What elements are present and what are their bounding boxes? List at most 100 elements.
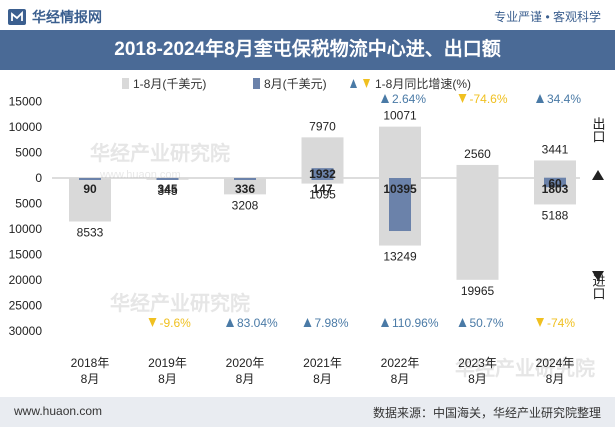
label-month-import: 147 — [312, 182, 332, 196]
growth-import-label: 50.7% — [470, 316, 504, 330]
logo: 华经情报网 — [8, 7, 102, 27]
y-axis: 15000 10000 5000 0 5000 10000 15000 20000 25000 3… — [9, 95, 580, 338]
x-tick-label-year: 2020年 — [226, 356, 265, 370]
growth-down-triangle-icon — [458, 94, 467, 103]
x-tick-label-year: 2021年 — [303, 356, 342, 370]
bar-cumulative-import — [69, 178, 111, 222]
label-cumulative-import: 13249 — [383, 250, 417, 264]
bar-month-import — [234, 178, 256, 180]
label-cumulative-export: 7970 — [309, 119, 336, 133]
legend-label-cumulative: 1-8月(千美元) — [133, 77, 206, 91]
x-tick-label-month: 8月 — [313, 372, 332, 386]
bar-month-import — [156, 178, 179, 180]
bars — [69, 126, 576, 280]
legend-up-triangle-icon — [350, 79, 357, 88]
label-cumulative-export: 10071 — [383, 109, 417, 123]
y-tick-label: 0 — [35, 171, 42, 185]
growth-down-triangle-icon — [536, 318, 544, 327]
watermark-text: 华经产业研究院 — [455, 356, 595, 380]
x-tick-label-year: 2018年 — [71, 356, 110, 370]
tagline: 专业严谨 • 客观科学 — [494, 10, 601, 24]
title-bar: 2018-2024年8月奎屯保税物流中心进、出口额 — [0, 30, 615, 70]
y-tick-label: 5000 — [15, 197, 42, 211]
x-tick-label-month: 8月 — [391, 372, 410, 386]
growth-import-label: -9.6% — [160, 316, 192, 330]
bar-cumulative-export — [534, 160, 576, 178]
legend-swatch-month — [253, 78, 260, 89]
legend-swatch-cumulative — [122, 78, 129, 89]
footer: www.huaon.com 数据来源：中国海关，华经产业研究院整理 — [0, 397, 615, 427]
bar-month-import — [544, 178, 566, 188]
legend-label-growth: 1-8月同比增速(%) — [375, 77, 471, 91]
top-bar: 华经情报网 专业严谨 • 客观科学 — [0, 0, 615, 30]
y-tick-label: 10000 — [9, 222, 43, 236]
y-tick-label: 5000 — [15, 146, 42, 160]
y-tick-label: 10000 — [9, 120, 43, 134]
x-tick-label-month: 8月 — [468, 372, 487, 386]
x-axis-labels: 2018年 8月 2019年 8月 2020年 8月 2021年 8月 2022年 8月 2023年… — [71, 356, 575, 386]
import-side-label: 进口 — [591, 274, 606, 300]
footer-site: www.huaon.com — [14, 404, 103, 418]
import-arrow-icon — [592, 271, 604, 281]
legend-label-month: 8月(千美元) — [264, 77, 327, 91]
side-labels: 出口 进口 — [591, 117, 606, 300]
legend-down-triangle-icon — [363, 79, 370, 88]
growth-up-triangle-icon — [226, 318, 234, 327]
label-cumulative-import: 345 — [157, 184, 177, 198]
label-month-import: 1803 — [542, 182, 569, 196]
growth-export-label: 2.64% — [392, 92, 426, 106]
bar-cumulative-export — [379, 126, 421, 178]
legend: 1-8月(千美元) 8月(千美元) 1-8月同比增速(%) — [122, 77, 471, 91]
y-tick-label: 15000 — [9, 95, 43, 109]
growth-import-label: 110.96% — [392, 316, 439, 330]
bar-month-import — [389, 178, 411, 232]
growth-up-triangle-icon — [381, 318, 389, 327]
label-cumulative-import: 3208 — [232, 198, 259, 212]
growth-labels: -9.6% 83.04% 7.98% 2.64% 110.96% -74.6% 50.7% 3… — [148, 92, 581, 330]
label-cumulative-export: 2560 — [464, 147, 491, 161]
y-tick-label: 15000 — [9, 248, 43, 262]
growth-export-label: 34.4% — [547, 92, 581, 106]
growth-up-triangle-icon — [303, 318, 312, 327]
x-tick-label-year: 2022年 — [381, 356, 420, 370]
bar-month-import — [311, 178, 334, 180]
growth-import-label: 83.04% — [237, 316, 278, 330]
y-tick-label: 30000 — [9, 324, 43, 338]
label-cumulative-import: 5188 — [542, 208, 569, 222]
label-cumulative-import: 8533 — [77, 226, 104, 240]
bar-month-export — [311, 168, 334, 178]
growth-up-triangle-icon — [536, 94, 544, 103]
label-cumulative-import: 19965 — [461, 284, 495, 298]
bar-cumulative-import — [456, 178, 499, 280]
bar-cumulative-import — [224, 178, 266, 195]
label-month-import: 345 — [157, 182, 177, 196]
label-month-export: 1932 — [309, 167, 336, 181]
huajing-logo-icon — [8, 9, 26, 25]
growth-export-label: -74.6% — [470, 92, 508, 106]
growth-up-triangle-icon — [458, 318, 467, 327]
label-month-import: 336 — [235, 182, 255, 196]
label-cumulative-import: 1095 — [309, 188, 336, 202]
x-tick-label-month: 8月 — [81, 372, 100, 386]
x-tick-label-month: 8月 — [236, 372, 255, 386]
x-tick-label-year: 2024年 — [536, 356, 575, 370]
growth-up-triangle-icon — [381, 94, 389, 103]
footer-source: 数据来源：中国海关，华经产业研究院整理 — [372, 406, 601, 420]
bar-month-import — [79, 178, 101, 180]
x-tick-label-month: 8月 — [546, 372, 565, 386]
growth-import-label: 7.98% — [315, 316, 349, 330]
label-month-import: 10395 — [383, 182, 417, 196]
export-side-label: 出口 — [591, 117, 606, 143]
label-cumulative-export: 3441 — [542, 142, 569, 156]
chart-title: 2018-2024年8月奎屯保税物流中心进、出口额 — [114, 39, 501, 60]
label-month-export: 60 — [548, 177, 562, 191]
watermark-text: 华经产业研究院 — [90, 141, 230, 165]
label-month-import: 90 — [83, 182, 97, 196]
x-tick-label-month: 8月 — [158, 372, 177, 386]
x-tick-label-year: 2023年 — [458, 356, 497, 370]
x-tick-label-year: 2019年 — [148, 356, 187, 370]
y-tick-label: 25000 — [9, 299, 43, 313]
